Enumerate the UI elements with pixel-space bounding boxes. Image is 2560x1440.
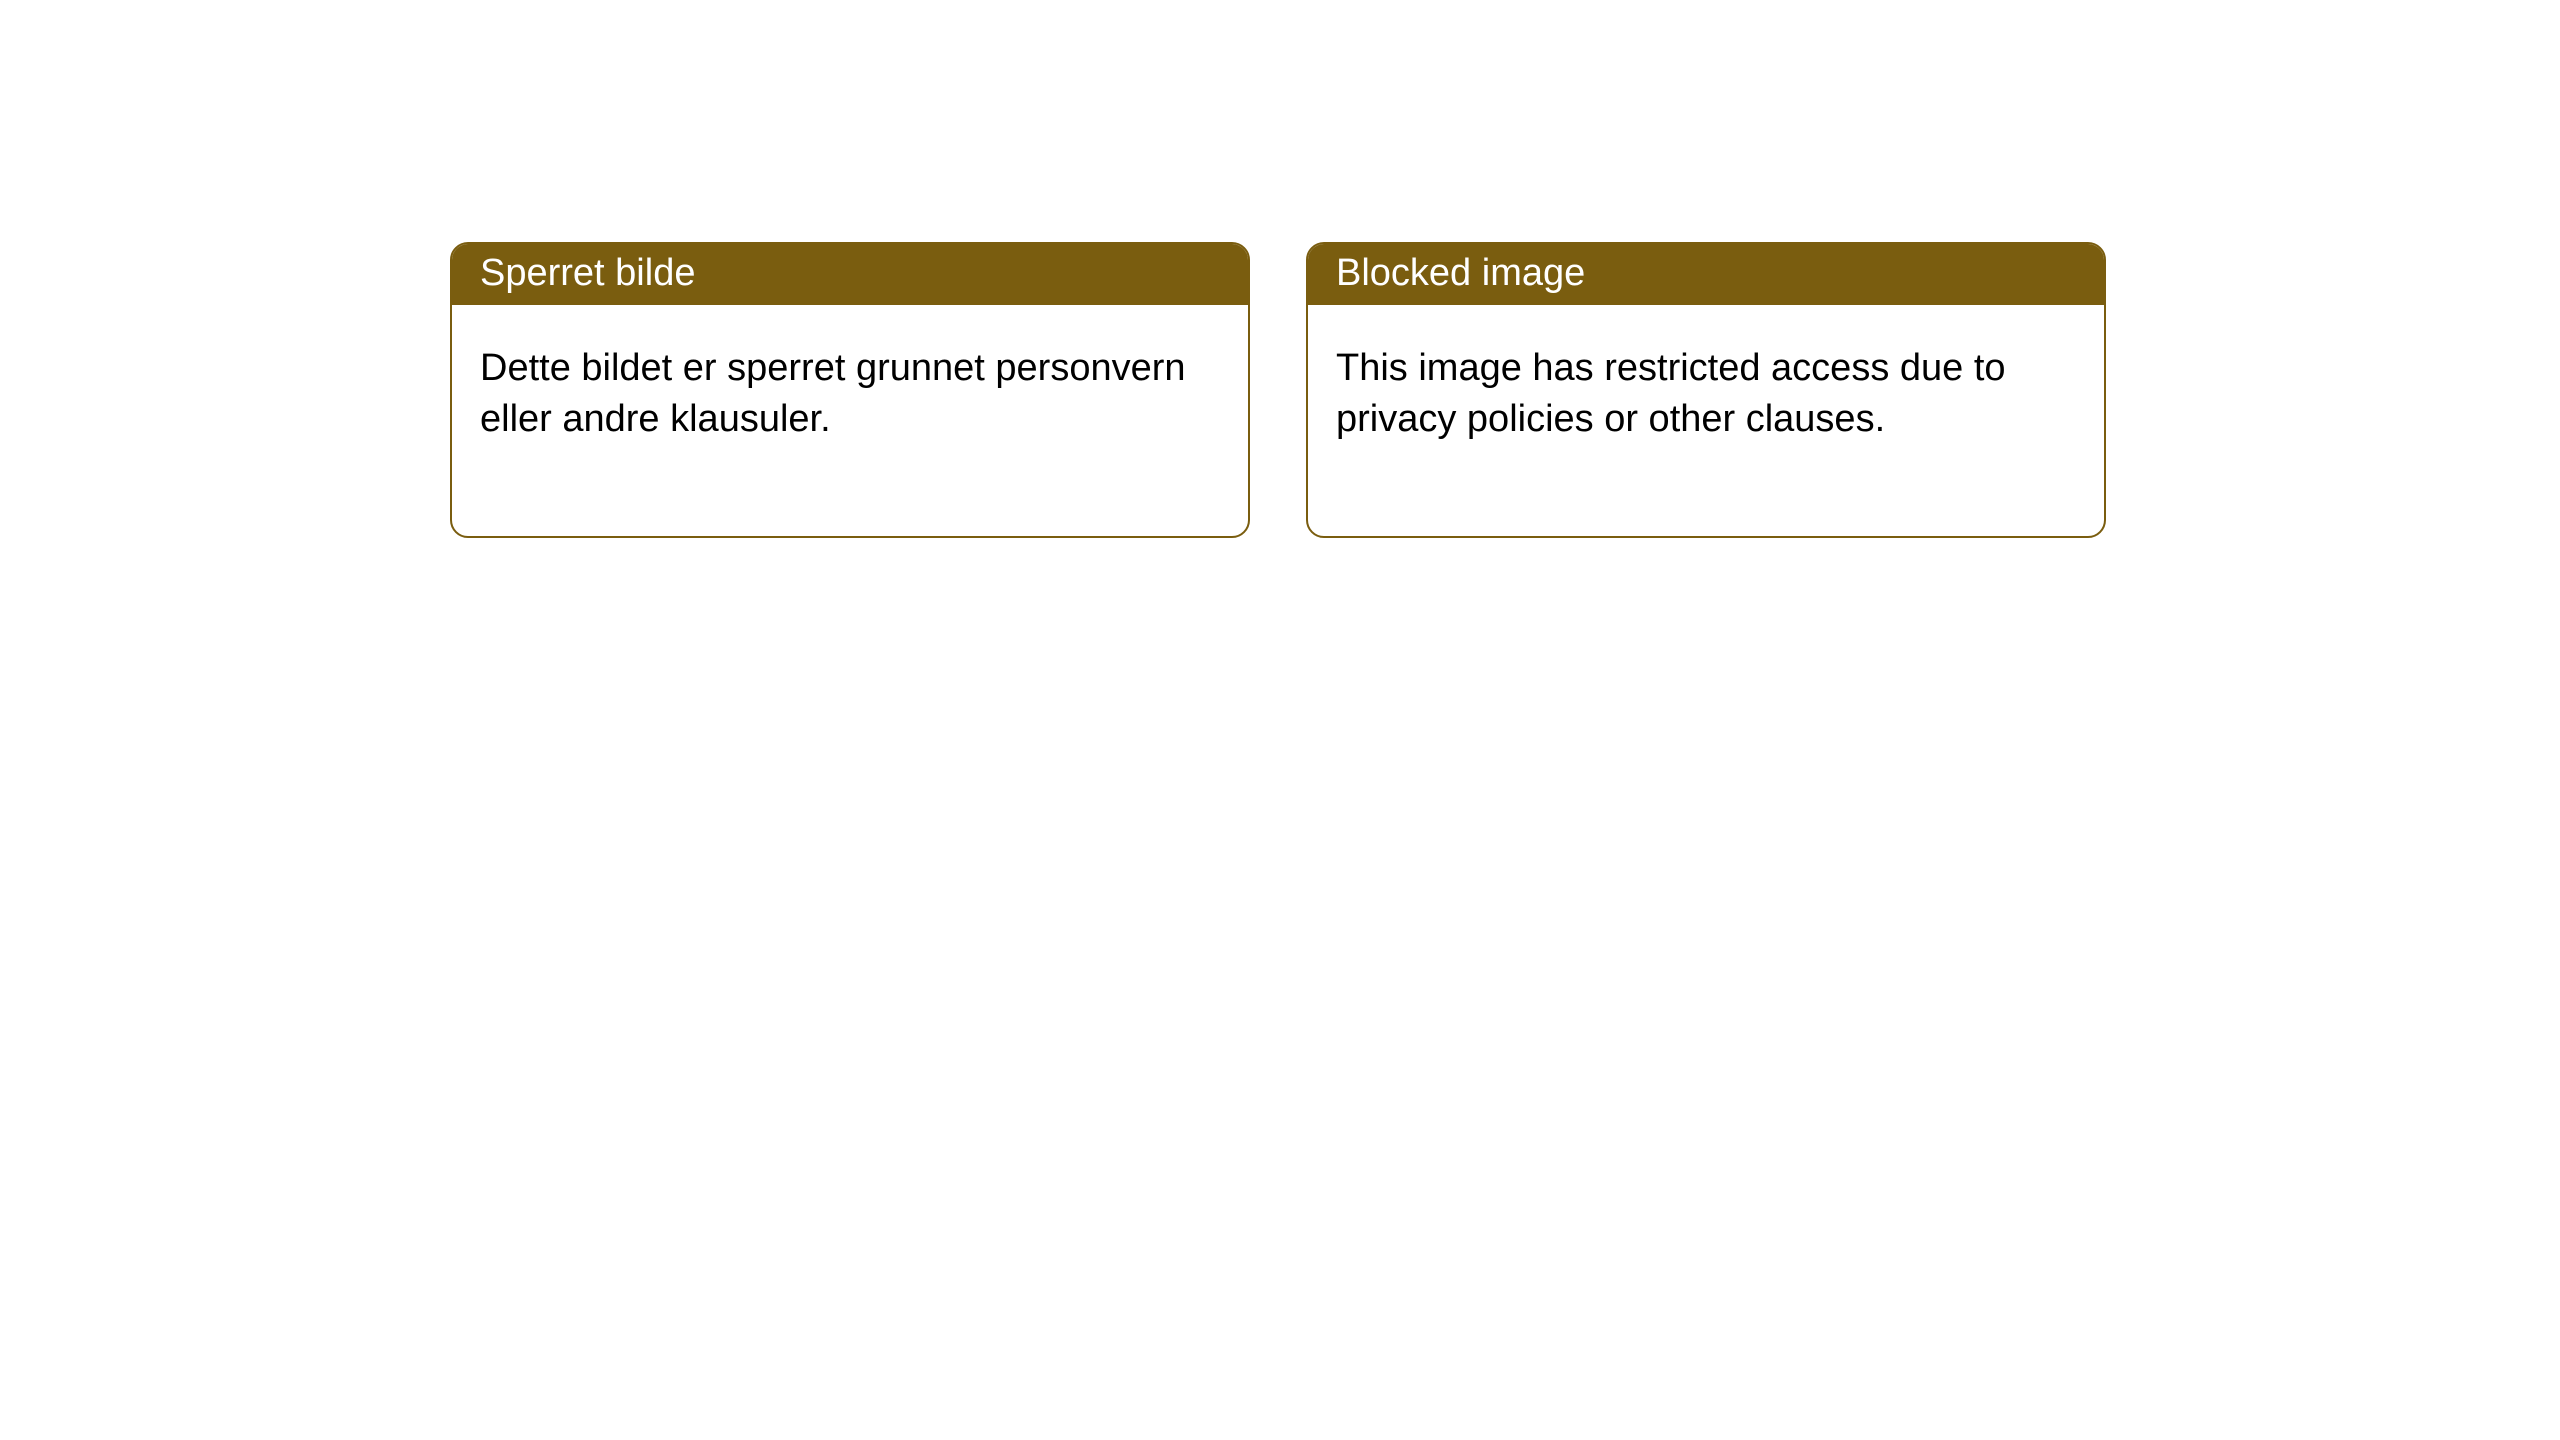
- notice-card-norwegian: Sperret bilde Dette bildet er sperret gr…: [450, 242, 1250, 538]
- notice-body: This image has restricted access due to …: [1308, 305, 2104, 536]
- notice-container: Sperret bilde Dette bildet er sperret gr…: [0, 0, 2560, 538]
- notice-card-english: Blocked image This image has restricted …: [1306, 242, 2106, 538]
- notice-header: Sperret bilde: [452, 244, 1248, 305]
- notice-body: Dette bildet er sperret grunnet personve…: [452, 305, 1248, 536]
- notice-header: Blocked image: [1308, 244, 2104, 305]
